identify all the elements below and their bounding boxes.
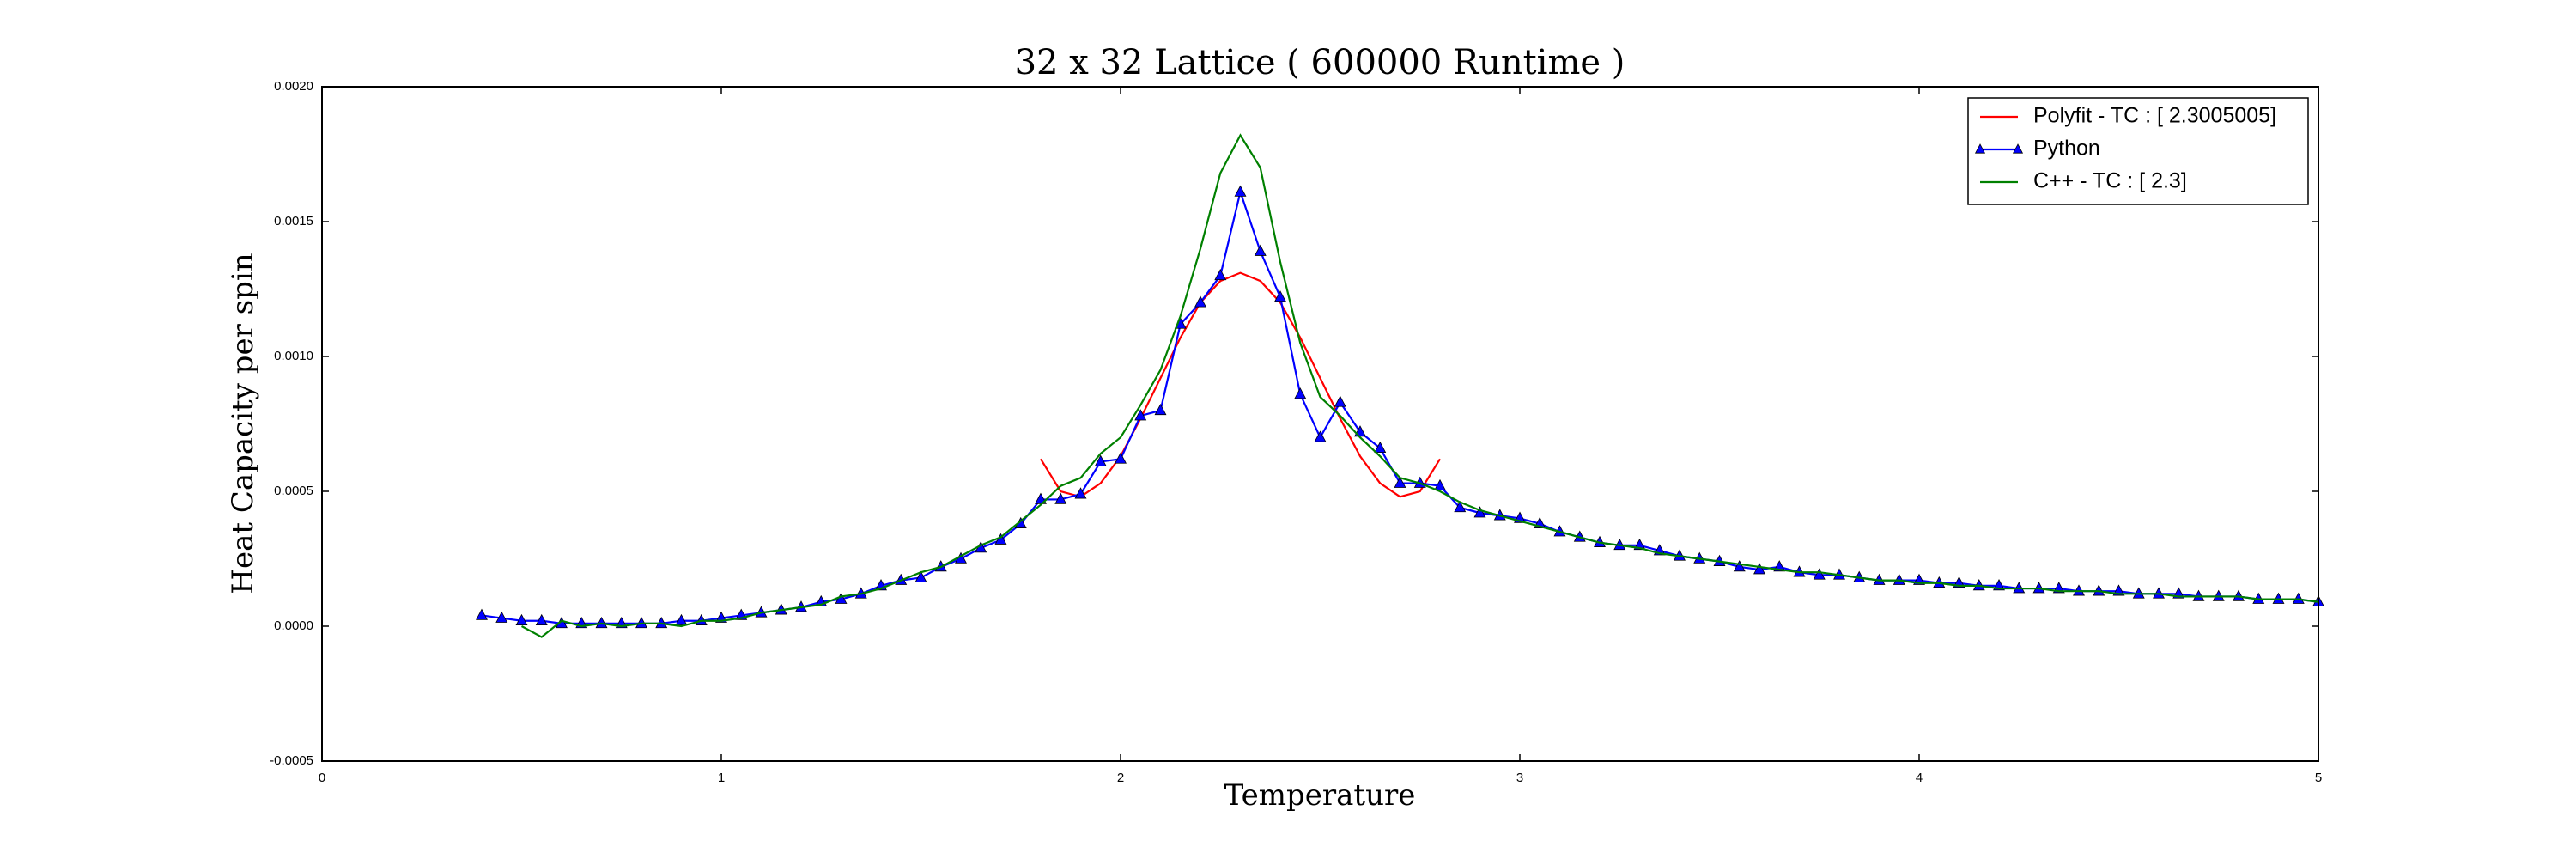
marker — [515, 613, 528, 626]
x-tick-label: 4 — [1916, 771, 1923, 785]
marker — [495, 611, 508, 623]
marker — [1094, 454, 1107, 466]
marker — [1054, 492, 1067, 504]
marker — [1154, 403, 1167, 416]
marker — [1813, 568, 1826, 580]
x-tick-label: 2 — [1117, 771, 1124, 785]
marker — [1314, 430, 1327, 442]
legend-box — [1967, 97, 2309, 205]
y-tick-label: 0.0000 — [274, 618, 313, 633]
marker — [1074, 487, 1087, 499]
x-tick-label: 0 — [319, 771, 325, 785]
series-line — [1040, 271, 1441, 498]
marker — [1753, 563, 1765, 575]
chart-title: 32 x 32 Lattice ( 600000 Runtime ) — [1015, 43, 1625, 82]
marker — [1733, 560, 1746, 572]
x-axis-label: Temperature — [1224, 778, 1416, 813]
marker — [1274, 290, 1286, 302]
marker — [1234, 185, 1247, 197]
y-tick-label: 0.0010 — [274, 349, 313, 363]
marker — [476, 608, 488, 620]
marker — [1294, 387, 1307, 399]
series-line — [520, 133, 2318, 638]
marker — [1194, 295, 1206, 308]
marker — [535, 613, 548, 626]
marker — [1473, 506, 1486, 518]
marker — [1394, 476, 1406, 488]
legend-marker — [1974, 143, 1986, 154]
marker — [1115, 452, 1127, 464]
y-axis-label: Heat Capacity per spin — [226, 253, 260, 594]
marker — [914, 570, 927, 582]
marker — [1334, 395, 1346, 407]
x-tick-label: 3 — [1516, 771, 1523, 785]
marker — [1134, 409, 1147, 421]
marker — [675, 613, 688, 626]
marker — [1434, 478, 1446, 491]
legend-label: Polyfit - TC : [ 2.3005005] — [2033, 104, 2276, 128]
marker — [1214, 268, 1227, 281]
y-tick-label: -0.0005 — [270, 753, 313, 768]
plot-frame — [321, 86, 2319, 762]
x-tick-label: 5 — [2315, 771, 2322, 785]
legend-marker — [2012, 143, 2024, 154]
x-tick-label: 1 — [718, 771, 725, 785]
marker — [1254, 244, 1267, 256]
legend-label: Python — [2033, 137, 2100, 161]
marker — [1374, 441, 1387, 454]
y-tick-label: 0.0005 — [274, 484, 313, 498]
y-tick-label: 0.0015 — [274, 214, 313, 228]
marker — [1454, 500, 1467, 513]
legend-label: C++ - TC : [ 2.3] — [2033, 169, 2187, 193]
y-tick-label: 0.0020 — [274, 79, 313, 94]
